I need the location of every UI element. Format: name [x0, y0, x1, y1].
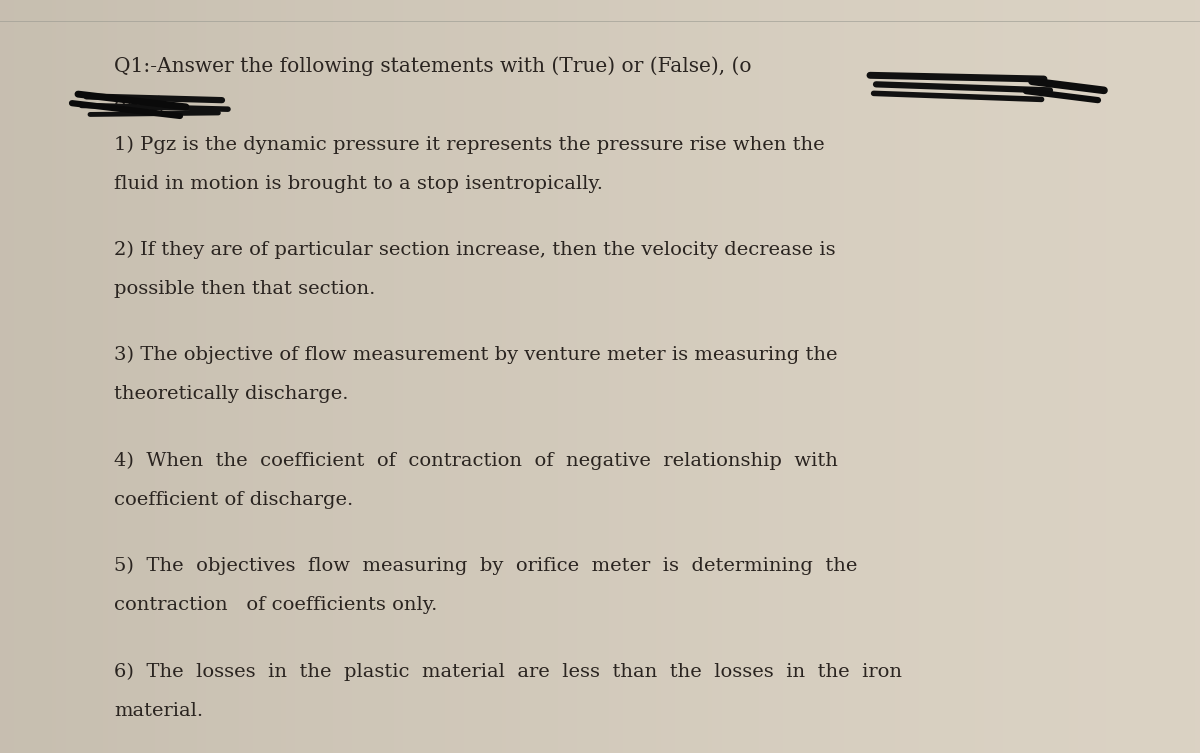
- Text: 1) Pgz is the dynamic pressure it represents the pressure rise when the: 1) Pgz is the dynamic pressure it repres…: [114, 136, 824, 154]
- Text: only): only): [114, 96, 166, 115]
- Text: coefficient of discharge.: coefficient of discharge.: [114, 491, 353, 509]
- Text: fluid in motion is brought to a stop isentropically.: fluid in motion is brought to a stop ise…: [114, 175, 604, 193]
- Text: contraction   of coefficients only.: contraction of coefficients only.: [114, 596, 437, 614]
- Text: Q1:-Answer the following statements with (True) or (False), (o: Q1:-Answer the following statements with…: [114, 56, 751, 76]
- Text: 6)  The  losses  in  the  plastic  material  are  less  than  the  losses  in  t: 6) The losses in the plastic material ar…: [114, 663, 902, 681]
- Text: 5)  The  objectives  flow  measuring  by  orifice  meter  is  determining  the: 5) The objectives flow measuring by orif…: [114, 557, 857, 575]
- Text: 4)  When  the  coefficient  of  contraction  of  negative  relationship  with: 4) When the coefficient of contraction o…: [114, 452, 838, 470]
- Text: 3) The objective of flow measurement by venture meter is measuring the: 3) The objective of flow measurement by …: [114, 346, 838, 364]
- Text: material.: material.: [114, 702, 203, 720]
- Text: 2) If they are of particular section increase, then the velocity decrease is: 2) If they are of particular section inc…: [114, 241, 835, 259]
- Text: possible then that section.: possible then that section.: [114, 280, 376, 298]
- Text: theoretically discharge.: theoretically discharge.: [114, 386, 348, 404]
